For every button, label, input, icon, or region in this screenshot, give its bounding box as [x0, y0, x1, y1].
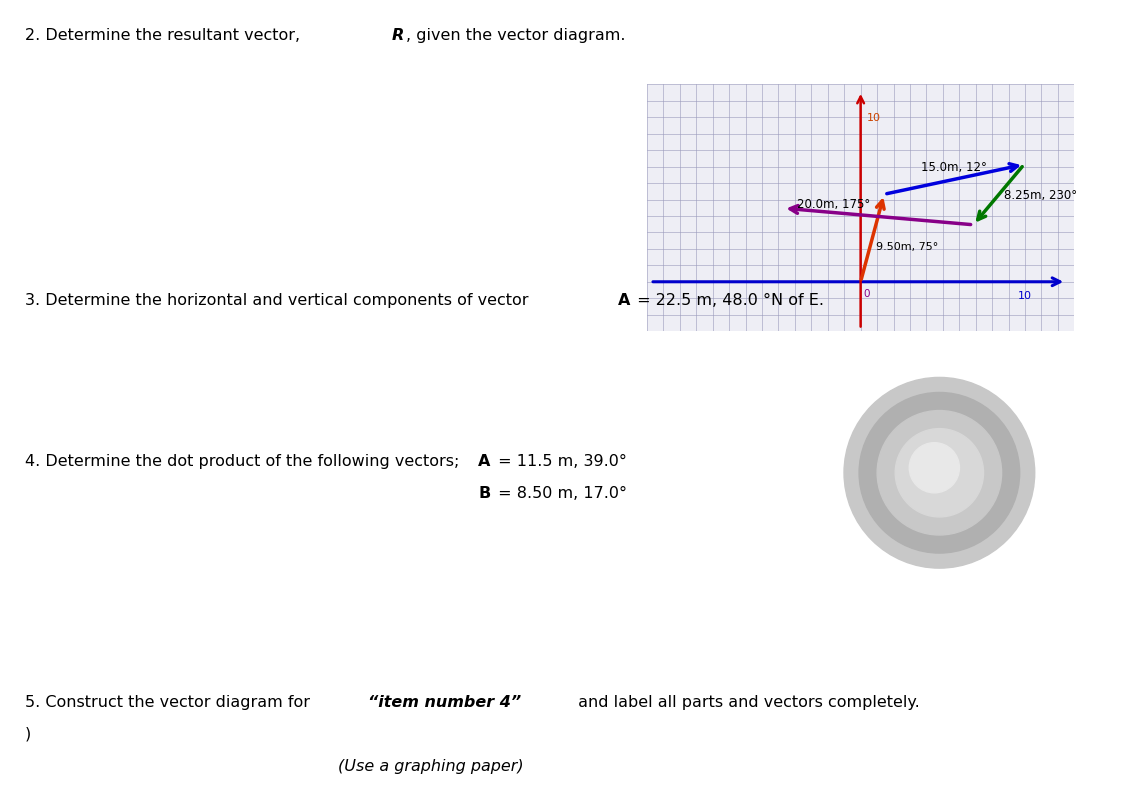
- Text: 15.0m, 12°: 15.0m, 12°: [921, 160, 987, 173]
- Text: 4. Determine the dot product of the following vectors;: 4. Determine the dot product of the foll…: [25, 453, 459, 468]
- Text: = 8.50 m, 17.0°: = 8.50 m, 17.0°: [493, 485, 627, 500]
- Text: 20.0m, 175°: 20.0m, 175°: [796, 197, 871, 211]
- Text: , given the vector diagram.: , given the vector diagram.: [406, 28, 626, 43]
- Text: and label all parts and vectors completely.: and label all parts and vectors complete…: [573, 694, 919, 709]
- Text: 10: 10: [866, 113, 881, 124]
- Circle shape: [860, 393, 1019, 553]
- Text: A: A: [478, 453, 490, 468]
- Circle shape: [878, 411, 1001, 536]
- Text: B: B: [478, 485, 490, 500]
- Circle shape: [909, 443, 960, 493]
- Text: 3. Determine the horizontal and vertical components of vector: 3. Determine the horizontal and vertical…: [25, 293, 533, 308]
- Text: 10: 10: [1018, 290, 1032, 301]
- Text: “item number 4”: “item number 4”: [368, 694, 521, 709]
- Text: ): ): [25, 726, 32, 741]
- Text: 8.25m, 230°: 8.25m, 230°: [1004, 189, 1077, 202]
- Text: 9.50m, 75°: 9.50m, 75°: [876, 242, 938, 252]
- Text: (Use a graphing paper): (Use a graphing paper): [338, 758, 523, 773]
- Text: 0: 0: [863, 289, 870, 299]
- Circle shape: [896, 429, 983, 517]
- Circle shape: [844, 378, 1035, 569]
- Text: = 11.5 m, 39.0°: = 11.5 m, 39.0°: [493, 453, 627, 468]
- Text: R: R: [392, 28, 404, 43]
- Text: 2. Determine the resultant vector,: 2. Determine the resultant vector,: [25, 28, 305, 43]
- Text: 5. Construct the vector diagram for: 5. Construct the vector diagram for: [25, 694, 315, 709]
- Text: A: A: [618, 293, 630, 308]
- Text: = 22.5 m, 48.0 °N of E.: = 22.5 m, 48.0 °N of E.: [632, 293, 825, 308]
